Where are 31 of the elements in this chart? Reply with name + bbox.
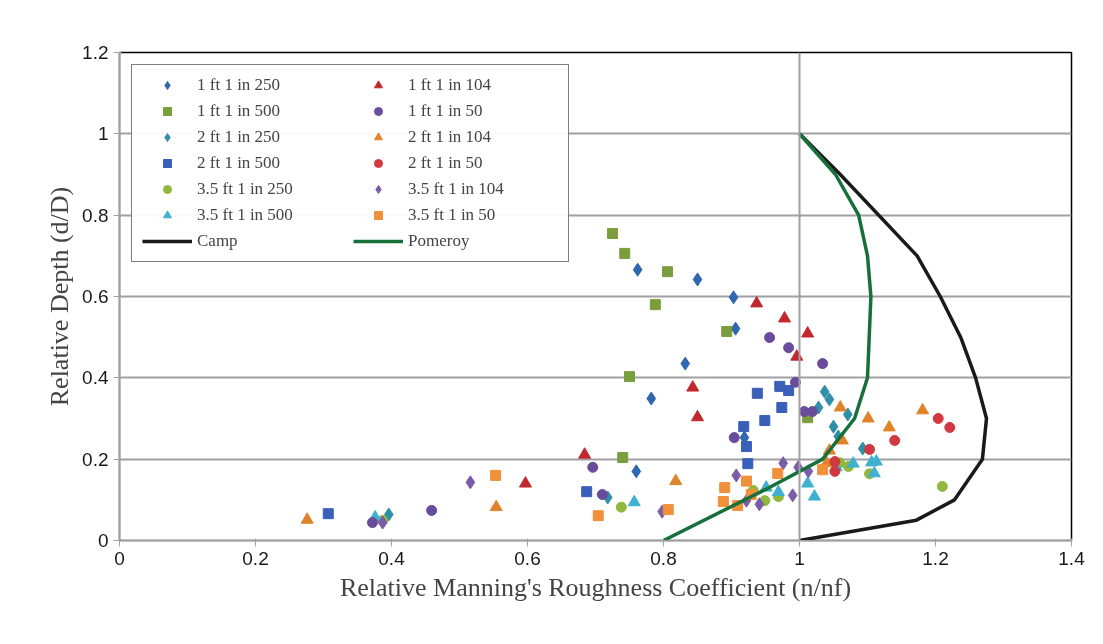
- x-tick-label: 1.4: [1058, 547, 1086, 569]
- legend-label: 3.5 ft 1 in 50: [408, 205, 497, 225]
- x-tick-label: 1: [794, 547, 805, 569]
- legend-label: 1 ft 1 in 50: [408, 101, 484, 121]
- legend-label: Camp: [197, 231, 239, 251]
- legend-label: 2 ft 1 in 104: [408, 127, 493, 147]
- legend-label: 1 ft 1 in 250: [197, 75, 282, 95]
- y-tick-label: 0.8: [82, 204, 109, 226]
- legend-label: 1 ft 1 in 104: [408, 75, 493, 95]
- legend-label: 3.5 ft 1 in 500: [197, 205, 294, 225]
- legend-label: 3.5 ft 1 in 104: [408, 179, 505, 199]
- legend-label: 3.5 ft 1 in 250: [197, 179, 294, 199]
- y-tick-label: 0: [97, 530, 109, 551]
- x-tick-label: 0: [114, 547, 125, 569]
- y-tick-label: 0.2: [82, 448, 109, 470]
- y-tick-label: 0.6: [82, 286, 109, 307]
- legend-label: 1 ft 1 in 500: [197, 101, 282, 121]
- y-tick-label: 1: [97, 123, 109, 145]
- y-tick-label: 1.2: [82, 42, 109, 63]
- legend-label: 2 ft 1 in 50: [408, 153, 484, 173]
- x-axis-title: Relative Manning's Roughness Coefficient (n/nf): [339, 572, 852, 602]
- y-tick-label: 0.4: [82, 367, 109, 389]
- x-tick-label: 0.2: [242, 547, 269, 569]
- y-axis-title: Relative Depth (d/D): [45, 186, 75, 407]
- legend-label: 2 ft 1 in 500: [197, 153, 282, 173]
- legend-label: 2 ft 1 in 250: [197, 127, 282, 147]
- x-tick-label: 1.2: [922, 547, 949, 569]
- x-tick-label: 0.8: [650, 547, 677, 569]
- x-tick-label: 0.4: [378, 547, 406, 569]
- x-tick-label: 0.6: [514, 547, 541, 569]
- legend-label: Pomeroy: [408, 231, 471, 251]
